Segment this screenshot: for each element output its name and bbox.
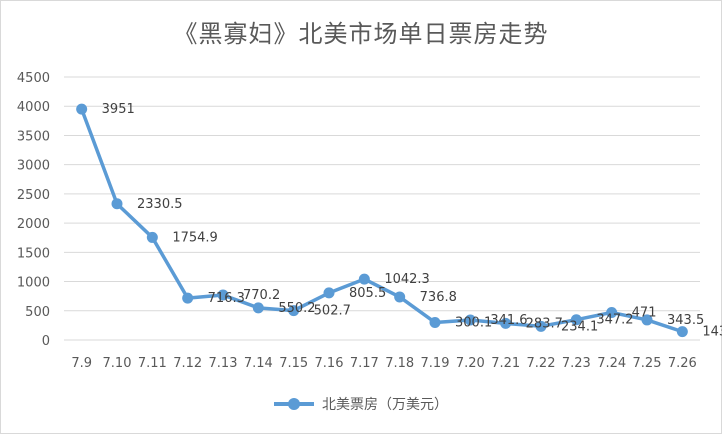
data-point [111,198,123,210]
data-point [358,273,370,285]
data-point [500,317,512,329]
series-line-path [80,108,683,334]
x-tick-label: 7.11 [138,356,167,371]
data-label: 770.2 [243,288,280,303]
x-tick-label: 7.19 [421,356,450,371]
y-tick-label: 3000 [17,159,50,174]
chart-title: 《黑寡妇》北美市场单日票房走势 [173,20,549,48]
x-tick-label: 7.12 [173,356,202,371]
gridlines [64,76,700,341]
data-point [535,320,547,332]
data-label: 736.8 [420,290,457,305]
data-label: 343.5 [667,313,704,328]
data-label: 3951 [102,102,135,117]
data-label: 1754.9 [172,230,218,245]
x-tick-label: 7.10 [103,356,132,371]
legend-label: 北美票房（万美元） [322,397,448,413]
y-tick-label: 2000 [17,217,50,232]
data-point [394,291,406,303]
y-tick-label: 500 [25,305,50,320]
y-tick-label: 0 [42,334,50,349]
data-label: 502.7 [314,304,351,319]
data-label: 471 [632,305,657,320]
x-tick-label: 7.15 [279,356,308,371]
x-tick-label: 7.24 [597,356,626,371]
data-point [146,231,158,243]
data-point [76,103,88,115]
x-tick-label: 7.25 [633,356,662,371]
y-tick-label: 1500 [17,246,50,261]
data-point [676,326,688,338]
data-point [606,306,618,318]
x-tick-label: 7.21 [491,356,520,371]
data-label: 283.7 [526,316,563,331]
data-label: 805.5 [349,286,386,301]
data-point [323,287,335,299]
data-point [217,289,229,301]
data-label: 143 [702,325,722,340]
x-tick-label: 7.20 [456,356,485,371]
y-tick-label: 1000 [17,276,50,291]
y-axis-ticks: 0 500 1000 1500 2000 2500 3000 3500 4000 4500 [17,71,50,349]
x-tick-label: 7.18 [385,356,414,371]
data-label: 234.1 [561,319,598,334]
series-points [76,103,688,338]
y-tick-label: 4500 [17,71,50,86]
data-point [288,305,300,317]
legend-line-marker [274,398,314,410]
data-point [464,314,476,326]
legend: 北美票房（万美元） [0,394,722,414]
x-axis-ticks: 7.9 7.10 7.11 7.12 7.13 7.14 7.15 7.16 7.17 7.18 7… [71,356,696,371]
x-tick-label: 7.16 [315,356,344,371]
data-label: 1042.3 [384,272,430,287]
x-tick-label: 7.23 [562,356,591,371]
data-point [182,292,194,304]
y-tick-label: 3500 [17,129,50,144]
data-label: 2330.5 [137,197,183,212]
x-tick-label: 7.14 [244,356,273,371]
data-point [252,302,264,314]
x-tick-label: 7.17 [350,356,379,371]
data-label: 300.1 [455,315,492,330]
x-tick-label: 7.9 [71,356,92,371]
y-tick-label: 2500 [17,188,50,203]
x-tick-label: 7.13 [209,356,238,371]
data-point [641,314,653,326]
x-tick-label: 7.22 [527,356,556,371]
series-line [80,108,683,334]
data-label: 347.2 [596,313,633,328]
data-label: 550.2 [278,301,315,316]
data-label: 716.3 [208,291,245,306]
data-point [429,316,441,328]
data-point [570,314,582,326]
data-label: 341.6 [490,313,527,328]
x-tick-label: 7.26 [668,356,697,371]
y-tick-label: 4000 [17,100,50,115]
